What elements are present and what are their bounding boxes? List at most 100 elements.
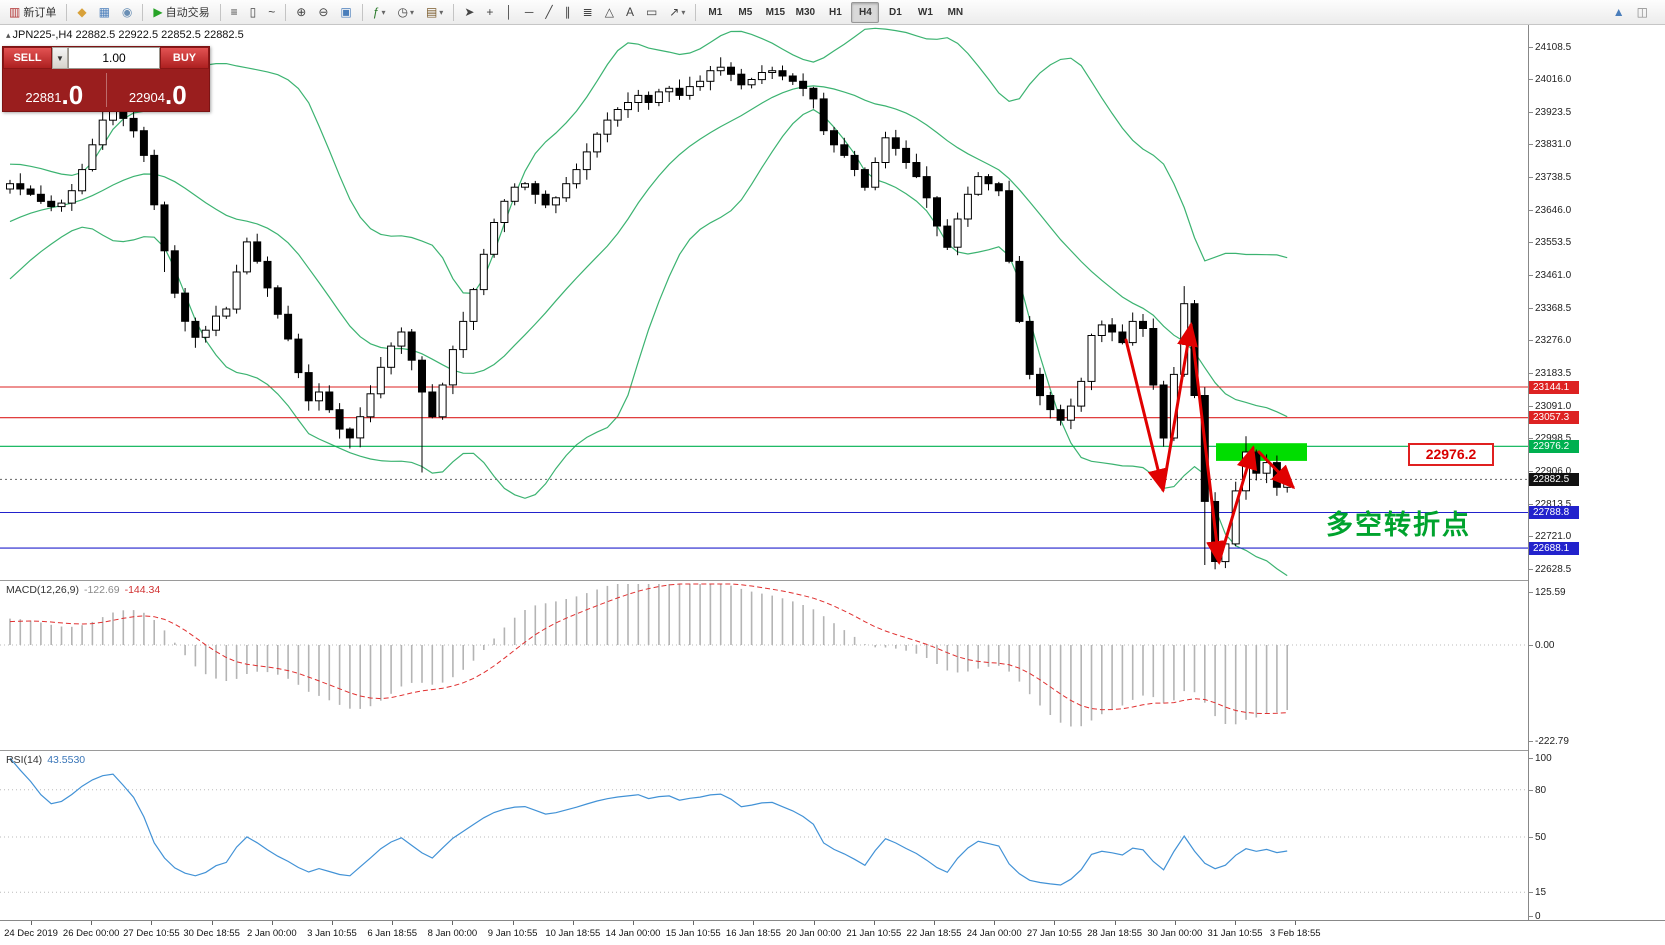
time-tick (1054, 921, 1056, 925)
panel-divider[interactable] (0, 580, 1665, 581)
text-icon[interactable]: A (621, 1, 639, 24)
auto-trading-button[interactable]: ▶ 自动交易 (148, 1, 214, 24)
price-divider (105, 73, 107, 107)
timeframe-button-mn[interactable]: MN (947, 6, 964, 18)
sell-button[interactable]: SELL (3, 47, 52, 69)
time-label: 30 Jan 00:00 (1147, 928, 1203, 939)
chevron-down-icon[interactable]: ▾ (439, 7, 444, 17)
crosshair-icon[interactable]: + (481, 1, 498, 24)
price-label: 24108.5 (1535, 41, 1572, 53)
price-label: 23831.0 (1535, 139, 1572, 151)
trend-arrow[interactable] (1189, 323, 1227, 565)
time-label: 3 Jan 10:55 (307, 928, 357, 939)
time-tick (452, 921, 454, 925)
timeframe-button-m30[interactable]: M30 (795, 6, 816, 18)
macd-tick (1529, 592, 1533, 593)
timeframe-button-h4[interactable]: H4 (851, 1, 880, 23)
shapes-icon[interactable]: △ (600, 1, 619, 24)
time-label: 14 Jan 00:00 (605, 928, 661, 939)
rsi-tick (1529, 916, 1533, 917)
highlight-zone[interactable] (1216, 443, 1307, 461)
price-axis[interactable]: 24108.5 24016.0 23923.5 23831.0 23738.5 23646… (1528, 25, 1665, 922)
fibonacci-icon[interactable]: ≣ (578, 1, 598, 24)
label-icon[interactable]: ▭ (641, 1, 662, 24)
candles-chart-icon[interactable]: ▯ (245, 1, 262, 24)
price-label: 23553.5 (1535, 237, 1572, 249)
timeframe-button-m15[interactable]: M15 (765, 6, 786, 18)
rsi-name: RSI(14) (6, 754, 43, 766)
indicators-icon[interactable]: ƒ ▾ (368, 1, 391, 24)
trend-arrow[interactable] (1217, 445, 1258, 564)
panel-divider[interactable] (0, 750, 1665, 751)
arrows-tool-icon[interactable]: ↗ ▾ (664, 1, 690, 24)
zoom-in-icon[interactable]: ⊕ (291, 1, 311, 24)
timeframe-button-h1[interactable]: H1 (828, 6, 842, 18)
chart-shift-icon[interactable]: ▲ (1608, 1, 1630, 24)
templates-icon[interactable]: ▤ ▾ (421, 1, 448, 24)
price-tick (1529, 275, 1533, 277)
lot-decrement-button[interactable]: ▼ (52, 47, 68, 69)
chevron-down-icon[interactable]: ▾ (381, 7, 386, 17)
price-level-label[interactable]: 22976.2 (1408, 443, 1494, 466)
time-tick (1235, 921, 1236, 925)
vertical-line-icon[interactable]: │ (500, 1, 518, 24)
timeframe-button-m1[interactable]: M1 (708, 6, 723, 18)
trend-arrow[interactable] (1161, 322, 1198, 492)
buy-price[interactable]: 22904.0 (107, 69, 210, 111)
horizontal-line-icon[interactable]: ─ (520, 1, 539, 24)
time-label: 27 Jan 10:55 (1026, 928, 1082, 939)
price-label: 23738.5 (1535, 172, 1572, 184)
symbol-marker-icon: ▴ (6, 30, 11, 40)
buy-price-main: 22904 (128, 90, 165, 105)
rsi-tick (1529, 758, 1533, 760)
channel-icon[interactable]: ∥ (560, 1, 576, 24)
price-tick (1529, 144, 1533, 146)
time-label: 15 Jan 10:55 (665, 928, 721, 939)
timeframe-button-m5[interactable]: M5 (738, 6, 753, 18)
price-tick (1529, 79, 1533, 81)
price-tick (1529, 405, 1533, 407)
auto-trading-button-label: 自动交易 (165, 7, 210, 19)
buy-button[interactable]: BUY (160, 47, 209, 69)
price-tick (1529, 111, 1533, 113)
chevron-down-icon[interactable]: ▾ (681, 7, 686, 17)
timeframe-button-d1[interactable]: D1 (888, 6, 902, 18)
rsi-line (9, 757, 1288, 886)
chevron-down-icon[interactable]: ▾ (409, 7, 414, 17)
lot-input[interactable] (68, 47, 160, 69)
main-panel (0, 27, 1528, 577)
market-watch-icon[interactable]: ◆ (72, 1, 91, 24)
tile-windows-icon[interactable]: ▣ (335, 1, 356, 24)
periods-icon[interactable]: ◷ ▾ (392, 1, 419, 24)
data-window-icon[interactable]: ▦ (94, 1, 115, 24)
price-label: 23646.0 (1535, 204, 1572, 216)
symbol-ohlc-text: JPN225-,H4 22882.5 22922.5 22852.5 22882… (12, 29, 244, 41)
time-tick (211, 921, 213, 925)
rsi-axis-label: 15 (1535, 887, 1547, 899)
timeframe-button-w1[interactable]: W1 (917, 6, 933, 18)
time-axis[interactable]: 24 Dec 2019 26 Dec 00:00 27 Dec 10:55 30 De… (0, 920, 1665, 945)
trend-arrow[interactable] (1257, 450, 1296, 490)
navigator-icon[interactable]: ◉ (117, 1, 137, 24)
price-label: 22906.0 (1535, 466, 1572, 478)
auto-scroll-icon[interactable]: ◫ (1632, 1, 1653, 24)
symbol-info: ▴ JPN225-,H4 22882.5 22922.5 22852.5 2288… (6, 29, 244, 41)
new-order-button-label: 新订单 (23, 7, 57, 19)
turning-point-note[interactable]: 多空转折点 (1326, 510, 1471, 540)
time-tick (753, 921, 755, 925)
chart-shift-icon: ▲ (1612, 5, 1625, 19)
new-order-button[interactable]: ▥ 新订单 (4, 1, 61, 24)
price-tick (1529, 373, 1533, 375)
toolbar-separator (66, 3, 68, 21)
trend-arrow[interactable] (1124, 338, 1169, 493)
trendline-icon[interactable]: ╱ (540, 1, 557, 24)
candlestick-chart[interactable] (0, 25, 1528, 920)
cursor-icon[interactable]: ➤ (459, 1, 479, 24)
line-chart-icon[interactable]: ~ (263, 1, 280, 24)
candles-chart-icon: ▯ (249, 5, 257, 19)
sell-price[interactable]: 22881.0 (3, 69, 106, 111)
bb-lower-line (9, 108, 1288, 577)
bars-chart-icon[interactable]: ≡ (226, 1, 243, 24)
zoom-out-icon[interactable]: ⊖ (313, 1, 333, 24)
time-label: 24 Jan 00:00 (966, 928, 1022, 939)
